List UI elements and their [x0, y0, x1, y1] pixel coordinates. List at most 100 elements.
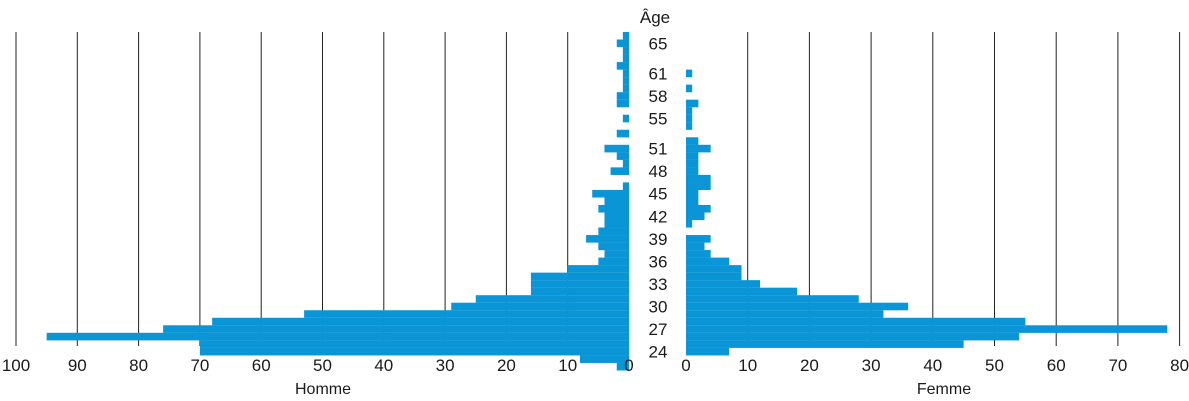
- bar-femme: [686, 197, 699, 206]
- bar-femme: [686, 99, 699, 108]
- bar-homme: [199, 340, 629, 348]
- bar-femme: [686, 317, 1026, 326]
- tick-label-femme: 40: [923, 356, 942, 375]
- bar-homme: [304, 310, 629, 318]
- bar-homme: [604, 250, 629, 258]
- tick-label-homme: 30: [436, 356, 455, 375]
- age-axis-title: Âge: [640, 8, 670, 27]
- tick-label-homme: 20: [497, 356, 516, 375]
- bar-femme: [686, 325, 1168, 333]
- bar-homme: [622, 77, 629, 85]
- bar-homme: [579, 355, 629, 363]
- bar-homme: [616, 39, 629, 48]
- age-label: 39: [649, 230, 668, 249]
- bar-homme: [622, 182, 629, 190]
- bar-femme: [686, 137, 699, 145]
- age-label: 55: [649, 110, 668, 129]
- bar-femme: [686, 114, 693, 123]
- tick-label-femme: 10: [738, 356, 757, 375]
- bar-femme: [686, 220, 693, 228]
- age-label: 30: [649, 298, 668, 317]
- bar-homme: [530, 287, 629, 296]
- bar-femme: [686, 302, 909, 311]
- age-label: 51: [649, 140, 668, 159]
- bar-homme: [616, 62, 629, 70]
- tick-label-femme: 20: [800, 356, 819, 375]
- age-label: 48: [649, 162, 668, 181]
- bar-homme: [586, 235, 629, 243]
- age-label: 33: [649, 275, 668, 294]
- bar-homme: [616, 362, 629, 371]
- x-ticks-femme: 0 10 20 30 40 50 60 70 80: [681, 356, 1189, 375]
- bar-homme: [616, 129, 629, 138]
- bar-femme: [686, 144, 711, 153]
- bar-femme: [686, 182, 711, 190]
- bar-femme: [686, 272, 742, 281]
- bar-homme: [451, 302, 629, 311]
- bar-femme: [686, 122, 693, 130]
- tick-label-femme: 50: [985, 356, 1004, 375]
- bar-femme: [686, 287, 798, 296]
- bars-homme: [46, 32, 629, 371]
- bar-homme: [212, 317, 629, 326]
- bar-homme: [622, 32, 629, 40]
- bar-homme: [604, 144, 629, 153]
- bar-homme: [622, 114, 629, 123]
- bar-homme: [604, 197, 629, 206]
- age-label: 58: [649, 87, 668, 106]
- bar-femme: [686, 340, 964, 348]
- age-label: 36: [649, 252, 668, 271]
- bar-femme: [686, 152, 699, 160]
- age-label: 61: [649, 64, 668, 83]
- bar-homme: [163, 325, 629, 333]
- bar-homme: [616, 152, 629, 160]
- bar-homme: [567, 265, 629, 273]
- bar-homme: [46, 332, 629, 341]
- bar-femme: [686, 250, 711, 258]
- bar-homme: [622, 84, 629, 93]
- bar-homme: [530, 280, 629, 288]
- tick-label-femme: 30: [862, 356, 881, 375]
- bar-femme: [686, 295, 859, 303]
- tick-label-femme: 80: [1170, 356, 1189, 375]
- bar-homme: [616, 99, 629, 108]
- bar-femme: [686, 280, 761, 288]
- bar-homme: [610, 167, 629, 175]
- bar-homme: [604, 212, 629, 221]
- tick-label-homme: 70: [190, 356, 209, 375]
- bar-homme: [530, 272, 629, 281]
- bar-homme: [622, 47, 629, 55]
- bar-homme: [598, 257, 629, 266]
- bar-femme: [686, 235, 711, 243]
- bar-femme: [686, 84, 693, 93]
- tick-label-homme: 90: [68, 356, 87, 375]
- age-label: 45: [649, 185, 668, 204]
- femme-axis-title: Femme: [917, 381, 971, 398]
- tick-label-homme: 80: [129, 356, 148, 375]
- bar-homme: [616, 92, 629, 100]
- bars-femme: [686, 69, 1168, 356]
- bar-homme: [475, 295, 629, 303]
- bar-femme: [686, 107, 693, 115]
- age-label: 42: [649, 207, 668, 226]
- tick-label-homme: 10: [558, 356, 577, 375]
- bar-homme: [622, 159, 629, 168]
- bar-femme: [686, 167, 699, 175]
- bar-femme: [686, 332, 1020, 341]
- tick-label-homme: 100: [2, 356, 30, 375]
- bar-homme: [592, 189, 629, 198]
- homme-axis-title: Homme: [295, 381, 351, 398]
- tick-label-femme: 60: [1047, 356, 1066, 375]
- bar-homme: [598, 204, 629, 213]
- bar-femme: [686, 189, 699, 198]
- age-label: 65: [649, 34, 668, 53]
- x-ticks-homme: 100 90 80 70 60 50 40 30 20 10 0: [2, 356, 634, 375]
- grid-right: [747, 32, 1181, 346]
- tick-label-homme: 50: [313, 356, 332, 375]
- bar-femme: [686, 347, 730, 356]
- bar-femme: [686, 204, 711, 213]
- bar-homme: [598, 227, 629, 236]
- age-label: 27: [649, 320, 668, 339]
- bar-femme: [686, 257, 730, 266]
